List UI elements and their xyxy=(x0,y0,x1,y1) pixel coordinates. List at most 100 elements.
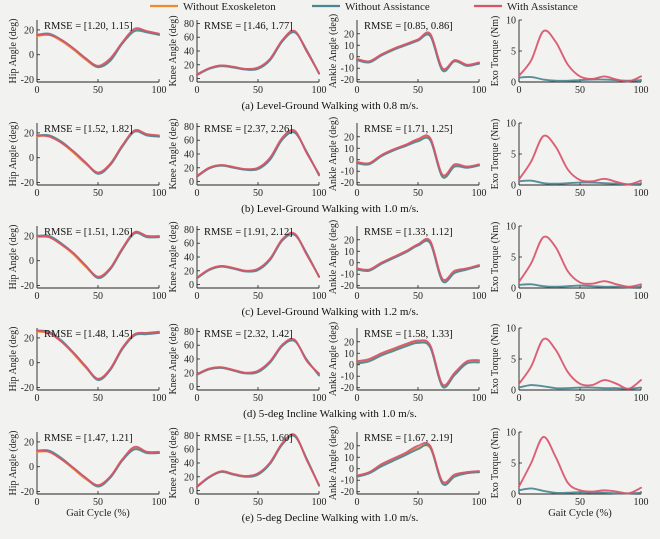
series-line-without-assistance xyxy=(356,136,480,179)
y-tick-label: 40 xyxy=(184,355,194,366)
y-tick-label: 40 xyxy=(184,459,194,470)
y-axis-label: Exo Torque (Nm) xyxy=(490,324,501,395)
series-line-without-exoskeleton xyxy=(356,135,480,178)
y-tick-label: 5 xyxy=(511,355,516,366)
x-tick-label: 0 xyxy=(195,188,200,199)
series-line-without-assistance xyxy=(518,283,642,289)
subplot-knee: 0 20 40 60 80 0 50 100 Knee Angle (deg) RMSE = [2… xyxy=(168,323,327,404)
y-tick-label: -20 xyxy=(341,75,354,86)
condition-row: -20 0 20 0 50 100 Hip Angle (deg) RMSE = [1.20,… xyxy=(8,14,649,112)
y-tick-label: 80 xyxy=(184,225,194,236)
x-tick-label: 50 xyxy=(413,188,423,199)
series-line-with-assistance xyxy=(356,441,480,484)
y-axis-label: Ankle Angle (deg) xyxy=(328,220,339,294)
y-tick-label: 40 xyxy=(184,253,194,264)
x-tick-label: 100 xyxy=(312,188,327,199)
subplot-knee: 0 20 40 60 80 0 50 100 Knee Angle (deg) RMSE = [1… xyxy=(168,221,327,302)
x-tick-label: 50 xyxy=(93,291,103,302)
y-axis-label: Exo Torque (Nm) xyxy=(490,16,501,87)
y-tick-label: 0 xyxy=(189,486,194,497)
series-line-without-exoskeleton xyxy=(356,444,480,485)
y-tick-label: 10 xyxy=(506,324,516,335)
y-tick-label: 20 xyxy=(184,163,194,174)
y-tick-label: 5 xyxy=(511,150,516,161)
series-line-with-assistance xyxy=(518,436,642,495)
y-tick-label: 20 xyxy=(184,472,194,483)
x-tick-label: 50 xyxy=(93,85,103,96)
x-tick-label: 100 xyxy=(634,497,649,508)
rmse-label: RMSE = [1.58, 1.33] xyxy=(364,329,453,340)
series-line-with-assistance xyxy=(518,29,642,83)
legend-label: With Assistance xyxy=(507,1,578,13)
y-axis-label: Ankle Angle (deg) xyxy=(328,426,339,500)
y-tick-label: 10 xyxy=(344,453,354,464)
y-tick-label: 20 xyxy=(344,29,354,40)
y-axis-label: Exo Torque (Nm) xyxy=(490,119,501,190)
y-axis-label: Exo Torque (Nm) xyxy=(490,428,501,499)
series-line-without-exoskeleton xyxy=(36,28,160,69)
series-line-without-assistance xyxy=(36,329,160,382)
x-axis-label: Gait Cycle (%) xyxy=(66,508,130,519)
series-line-without-assistance xyxy=(518,384,642,390)
x-tick-label: 0 xyxy=(195,291,200,302)
x-tick-label: 100 xyxy=(472,497,487,508)
x-tick-label: 0 xyxy=(517,188,522,199)
x-tick-label: 100 xyxy=(634,85,649,96)
x-tick-label: 0 xyxy=(195,497,200,508)
y-tick-label: 10 xyxy=(344,247,354,258)
y-tick-label: -10 xyxy=(341,476,354,487)
y-tick-label: 20 xyxy=(344,337,354,348)
x-tick-label: 50 xyxy=(253,85,263,96)
rmse-label: RMSE = [1.20, 1.15] xyxy=(44,21,133,32)
y-axis-label: Hip Angle (deg) xyxy=(8,19,19,84)
x-tick-label: 100 xyxy=(312,497,327,508)
y-axis-label: Ankle Angle (deg) xyxy=(328,322,339,396)
x-tick-label: 100 xyxy=(472,188,487,199)
y-tick-label: 5 xyxy=(511,47,516,58)
series-line-with-assistance xyxy=(36,230,160,278)
rmse-label: RMSE = [1.71, 1.25] xyxy=(364,124,453,135)
legend-entry: Without Exoskeleton xyxy=(150,1,276,13)
rmse-label: RMSE = [1.47, 1.21] xyxy=(44,433,133,444)
series-line-without-assistance xyxy=(356,239,480,284)
x-tick-label: 100 xyxy=(312,291,327,302)
y-axis-label: Knee Angle (deg) xyxy=(168,427,179,498)
subplot-knee: 0 20 40 60 80 0 50 100 Knee Angle (deg) RMSE = [1… xyxy=(168,427,327,508)
x-tick-label: 0 xyxy=(355,497,360,508)
y-tick-label: 20 xyxy=(24,128,34,139)
series-line-with-assistance xyxy=(196,337,320,376)
series-line-with-assistance xyxy=(36,129,160,174)
y-tick-label: 5 xyxy=(511,459,516,470)
x-tick-label: 100 xyxy=(312,85,327,96)
subplot-knee: 0 20 40 60 80 0 50 100 Knee Angle (deg) RMSE = [2… xyxy=(168,118,327,199)
y-tick-label: 80 xyxy=(184,19,194,30)
y-tick-label: 20 xyxy=(24,25,34,36)
y-tick-label: 5 xyxy=(511,253,516,264)
series-line-without-exoskeleton xyxy=(356,340,480,388)
y-tick-label: 10 xyxy=(344,41,354,52)
x-tick-label: 0 xyxy=(35,291,40,302)
x-tick-label: 0 xyxy=(35,85,40,96)
y-tick-label: 60 xyxy=(184,239,194,250)
x-tick-label: 0 xyxy=(517,85,522,96)
x-tick-label: 50 xyxy=(575,188,585,199)
y-tick-label: 0 xyxy=(349,258,354,269)
y-tick-label: -10 xyxy=(341,64,354,75)
x-tick-label: 0 xyxy=(35,188,40,199)
x-tick-label: 50 xyxy=(575,393,585,404)
x-tick-label: 0 xyxy=(355,188,360,199)
y-tick-label: -20 xyxy=(341,383,354,394)
y-tick-label: 10 xyxy=(506,428,516,439)
y-tick-label: 20 xyxy=(24,437,34,448)
y-tick-label: 0 xyxy=(189,382,194,393)
x-tick-label: 0 xyxy=(35,497,40,508)
y-tick-label: 0 xyxy=(349,155,354,166)
series-line-with-assistance xyxy=(36,445,160,487)
